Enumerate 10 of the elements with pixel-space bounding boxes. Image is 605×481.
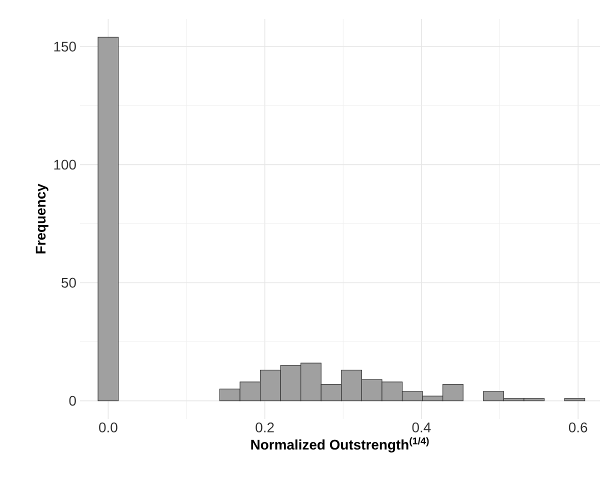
y-tick-label: 50 — [62, 278, 76, 288]
y-tick-label: 150 — [54, 42, 76, 52]
y-axis-title: Frequency — [36, 184, 48, 254]
y-tick-label: 100 — [54, 160, 76, 170]
y-tick-label: 0 — [69, 396, 76, 406]
x-tick-label: 0.0 — [99, 422, 118, 432]
x-tick-label: 0.2 — [256, 422, 274, 432]
x-tick-label: 0.4 — [412, 422, 431, 432]
x-tick-label: 0.6 — [568, 422, 588, 432]
x-axis-title: Normalized Outstrength$^{(1/4)}$ — [251, 437, 429, 452]
